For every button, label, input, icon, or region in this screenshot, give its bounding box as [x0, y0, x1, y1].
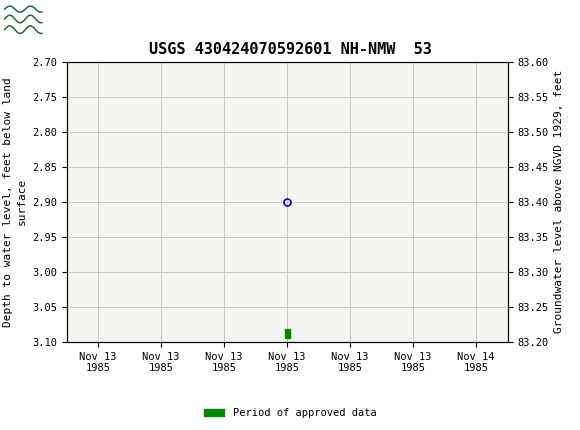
Bar — [3, 3, 43, 35]
Y-axis label: Groundwater level above NGVD 1929, feet: Groundwater level above NGVD 1929, feet — [554, 70, 564, 333]
Text: USGS: USGS — [48, 9, 112, 29]
Text: USGS 430424070592601 NH-NMW  53: USGS 430424070592601 NH-NMW 53 — [148, 42, 432, 57]
Legend: Period of approved data: Period of approved data — [200, 404, 380, 423]
Bar — [285, 329, 289, 338]
Y-axis label: Depth to water level, feet below land
surface: Depth to water level, feet below land su… — [3, 77, 27, 327]
